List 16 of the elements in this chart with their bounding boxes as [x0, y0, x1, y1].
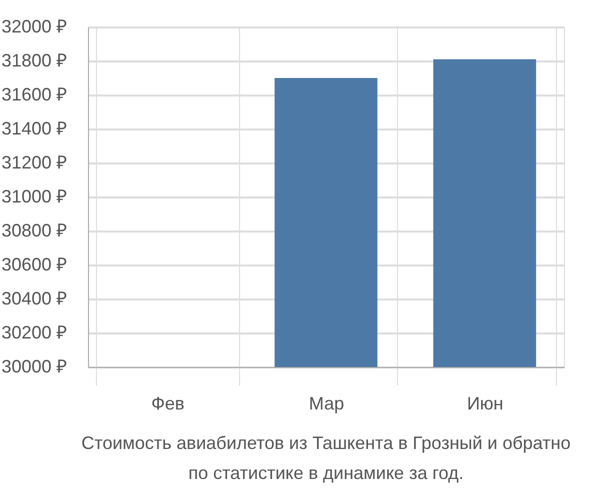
y-tick-label: 32000 ₽ — [1, 16, 66, 36]
y-tick-label: 31600 ₽ — [1, 84, 66, 104]
text: по статистике в динамике за год. — [188, 463, 464, 483]
text: Стоимость авиабилетов из Ташкента в Грозный и обратно — [81, 433, 571, 453]
y-tick-label: 31800 ₽ — [1, 50, 66, 70]
y-tick-label: 30800 ₽ — [1, 220, 66, 240]
y-tick-label: 30000 ₽ — [1, 356, 66, 376]
y-tick-label: 31200 ₽ — [1, 152, 66, 172]
x-tick-label: Июн — [466, 394, 504, 414]
y-tick-label: 30400 ₽ — [1, 288, 66, 308]
y-tick-label: 30200 ₽ — [1, 322, 66, 342]
x-tick-label: Мар — [308, 394, 344, 414]
y-tick-label: 31400 ₽ — [1, 118, 66, 138]
y-tick-label: 31000 ₽ — [1, 186, 66, 206]
y-tick-label: 30600 ₽ — [1, 254, 66, 274]
x-tick-label: Фев — [151, 394, 184, 414]
